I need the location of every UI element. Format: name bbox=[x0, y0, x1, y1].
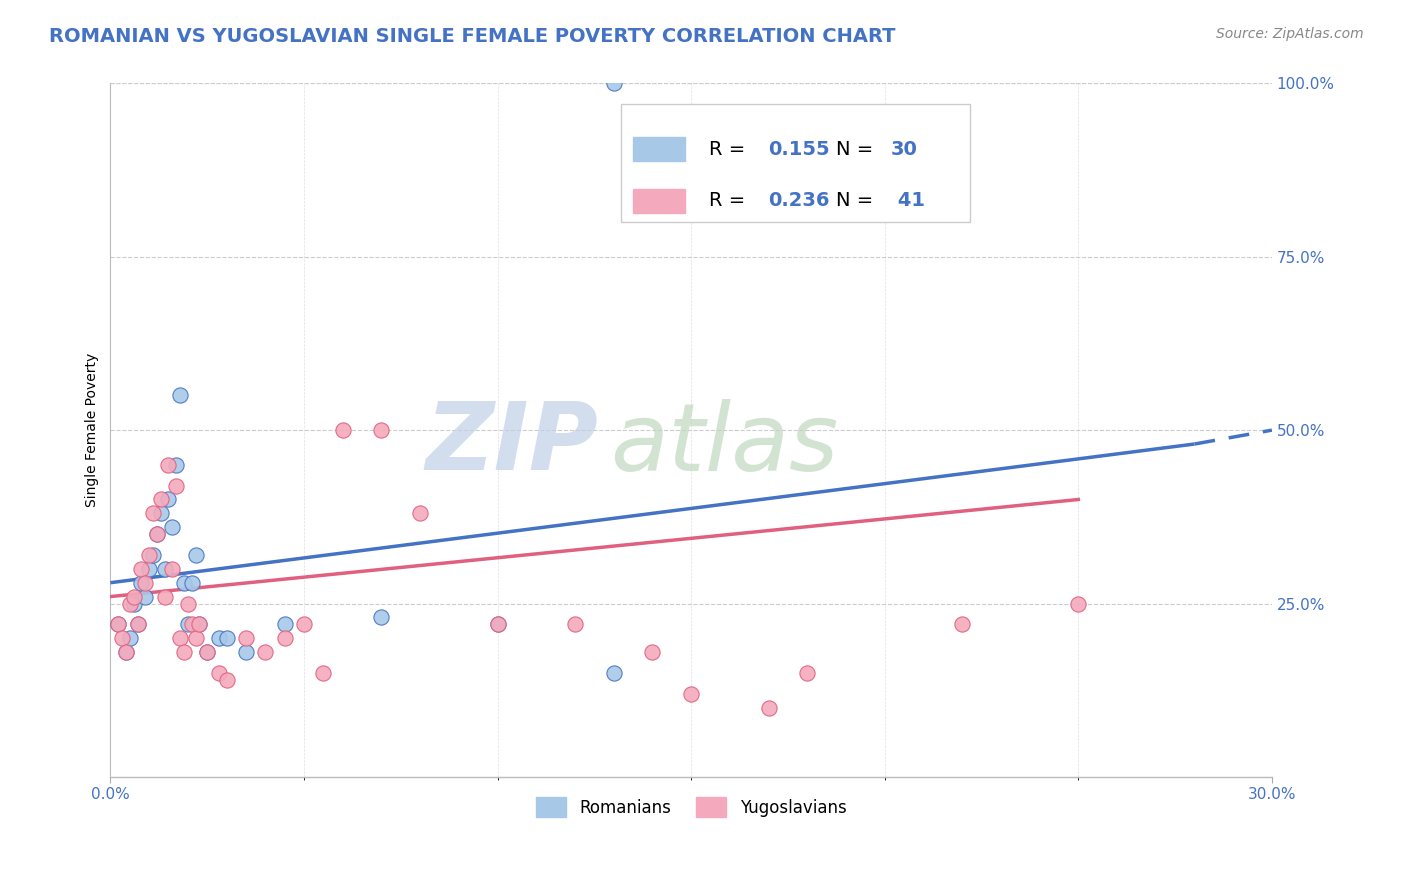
Point bbox=[184, 548, 207, 562]
Point bbox=[153, 562, 176, 576]
Point bbox=[603, 665, 626, 680]
Point bbox=[173, 575, 195, 590]
Point bbox=[409, 507, 432, 521]
Text: Source: ZipAtlas.com: Source: ZipAtlas.com bbox=[1216, 27, 1364, 41]
Point bbox=[370, 423, 392, 437]
Point bbox=[138, 548, 160, 562]
FancyBboxPatch shape bbox=[621, 104, 970, 222]
Point bbox=[131, 562, 153, 576]
Text: R =: R = bbox=[709, 192, 751, 211]
Point bbox=[177, 597, 200, 611]
Point bbox=[486, 617, 509, 632]
Point bbox=[195, 645, 218, 659]
Point bbox=[273, 617, 295, 632]
Point bbox=[115, 645, 138, 659]
Point bbox=[195, 645, 218, 659]
Text: ZIP: ZIP bbox=[426, 398, 598, 490]
Point bbox=[157, 492, 180, 507]
Point bbox=[134, 590, 156, 604]
Point bbox=[188, 617, 211, 632]
Point bbox=[127, 617, 149, 632]
Point bbox=[235, 645, 257, 659]
Point bbox=[169, 631, 191, 645]
Point bbox=[118, 631, 141, 645]
Point bbox=[111, 631, 134, 645]
Point bbox=[142, 507, 165, 521]
Point bbox=[273, 631, 295, 645]
Y-axis label: Single Female Poverty: Single Female Poverty bbox=[86, 353, 100, 508]
Point bbox=[131, 575, 153, 590]
Point bbox=[603, 77, 626, 91]
Point bbox=[122, 597, 145, 611]
Point bbox=[215, 631, 238, 645]
Bar bbox=[633, 136, 685, 161]
Point bbox=[122, 590, 145, 604]
Point bbox=[180, 575, 202, 590]
Point bbox=[115, 645, 138, 659]
Text: ROMANIAN VS YUGOSLAVIAN SINGLE FEMALE POVERTY CORRELATION CHART: ROMANIAN VS YUGOSLAVIAN SINGLE FEMALE PO… bbox=[49, 27, 896, 45]
Point bbox=[173, 645, 195, 659]
Point bbox=[162, 520, 184, 534]
Point bbox=[641, 645, 664, 659]
Point bbox=[486, 617, 509, 632]
Text: R =: R = bbox=[709, 139, 751, 159]
Point bbox=[146, 527, 169, 541]
Point bbox=[370, 610, 392, 624]
Point bbox=[169, 388, 191, 402]
Point bbox=[1067, 597, 1090, 611]
Text: N =: N = bbox=[837, 139, 880, 159]
Point bbox=[134, 575, 156, 590]
Point bbox=[107, 617, 129, 632]
Point bbox=[312, 665, 335, 680]
Point bbox=[208, 665, 231, 680]
Point bbox=[184, 631, 207, 645]
Point bbox=[138, 562, 160, 576]
Point bbox=[177, 617, 200, 632]
Point bbox=[292, 617, 315, 632]
Point bbox=[149, 507, 172, 521]
Point bbox=[127, 617, 149, 632]
Text: atlas: atlas bbox=[610, 399, 838, 490]
Point bbox=[142, 548, 165, 562]
Point bbox=[107, 617, 129, 632]
Text: 0.236: 0.236 bbox=[768, 192, 830, 211]
Point bbox=[157, 458, 180, 472]
Text: 30: 30 bbox=[891, 139, 918, 159]
Point bbox=[215, 673, 238, 687]
Point bbox=[165, 458, 187, 472]
Point bbox=[796, 665, 818, 680]
Point bbox=[758, 700, 780, 714]
Point bbox=[950, 617, 973, 632]
Point bbox=[162, 562, 184, 576]
Point bbox=[180, 617, 202, 632]
Point bbox=[235, 631, 257, 645]
Point bbox=[332, 423, 354, 437]
Point bbox=[146, 527, 169, 541]
Point bbox=[165, 478, 187, 492]
Point bbox=[681, 687, 703, 701]
Text: 41: 41 bbox=[891, 192, 925, 211]
Bar bbox=[633, 189, 685, 213]
Point bbox=[118, 597, 141, 611]
Text: 0.155: 0.155 bbox=[768, 139, 830, 159]
Text: N =: N = bbox=[837, 192, 880, 211]
Point bbox=[149, 492, 172, 507]
Legend: Romanians, Yugoslavians: Romanians, Yugoslavians bbox=[529, 790, 853, 824]
Point bbox=[564, 617, 586, 632]
Point bbox=[254, 645, 277, 659]
Point bbox=[188, 617, 211, 632]
Point bbox=[208, 631, 231, 645]
Point bbox=[153, 590, 176, 604]
